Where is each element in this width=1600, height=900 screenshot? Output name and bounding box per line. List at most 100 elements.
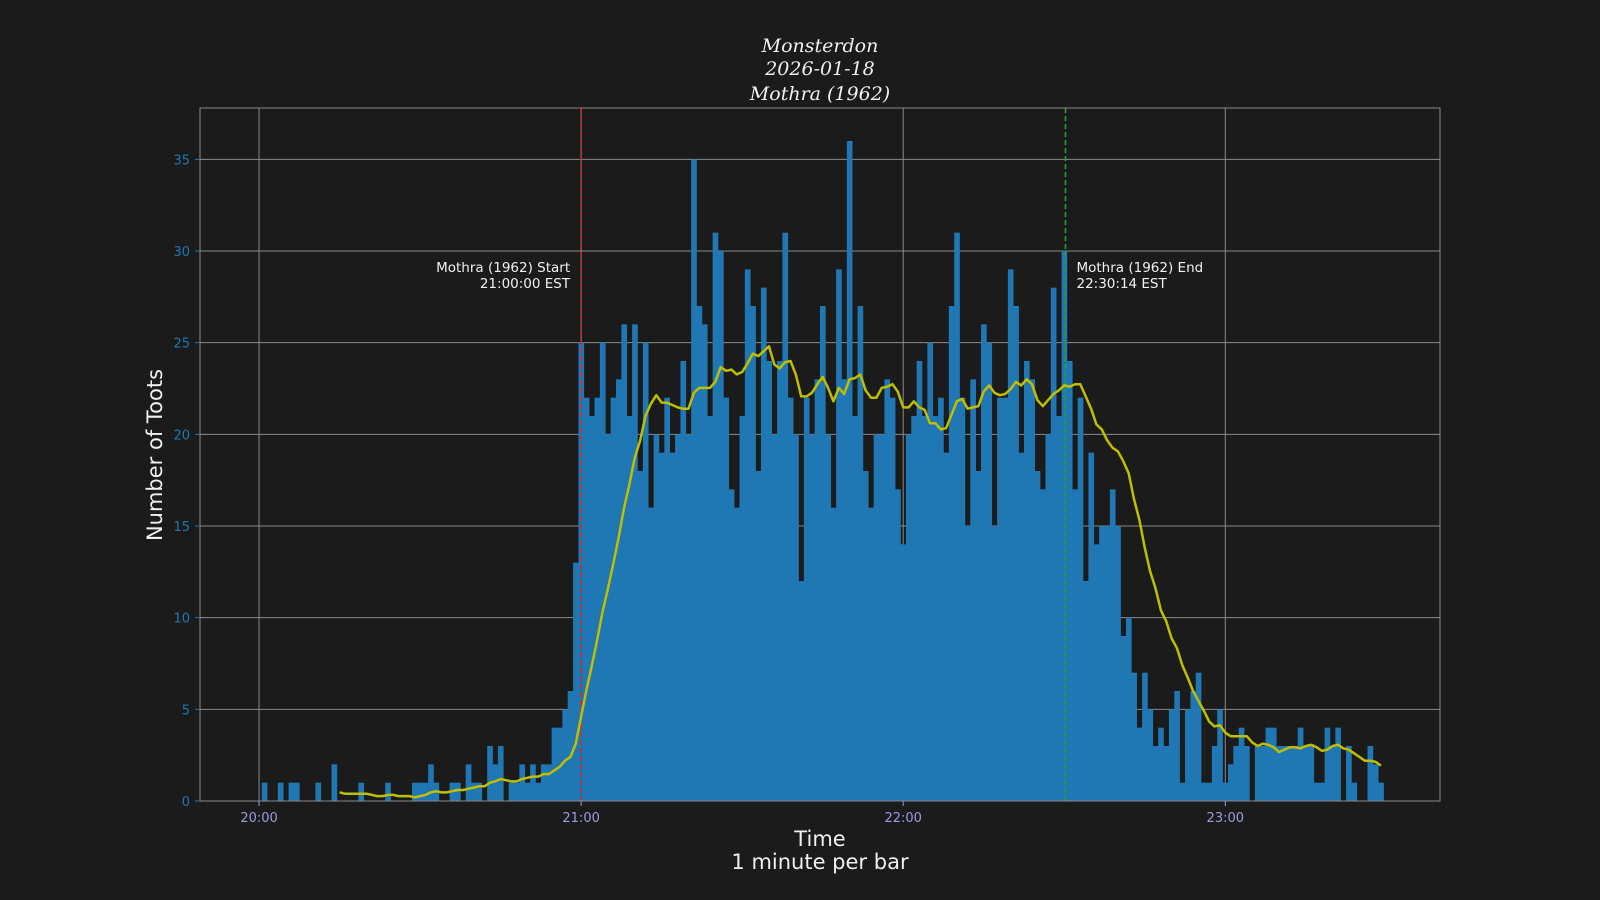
x-tick-label: 20:00 <box>240 811 277 826</box>
bar <box>1077 397 1084 801</box>
bar <box>803 397 810 801</box>
ticks: 0 5 10 15 20 25 30 35 20:00 21:00 22:00 23:00 <box>173 153 1244 826</box>
bar <box>964 526 971 801</box>
bar <box>1227 764 1234 801</box>
bar <box>546 764 552 801</box>
bar <box>1265 727 1272 801</box>
bar <box>605 434 611 801</box>
bar <box>857 306 864 801</box>
x-tick-label: 21:00 <box>562 811 599 826</box>
bar <box>1152 746 1159 801</box>
bar <box>583 397 590 801</box>
bar <box>921 416 928 801</box>
y-tick-label: 15 <box>173 520 190 535</box>
event-lines <box>580 108 1067 801</box>
bar <box>1061 251 1068 801</box>
bar <box>1270 727 1277 801</box>
bar <box>1083 581 1089 801</box>
x-axis-sublabel: 1 minute per bar <box>731 850 909 874</box>
chart-title-line-3: Mothra (1962) <box>749 83 890 105</box>
bar <box>1276 746 1282 801</box>
bar <box>658 452 665 801</box>
x-tick-label: 23:00 <box>1207 811 1244 826</box>
bar <box>1308 746 1315 801</box>
bar <box>739 416 746 801</box>
bar <box>959 397 966 801</box>
bar <box>895 489 901 801</box>
bar <box>723 397 730 801</box>
bar <box>986 342 993 801</box>
bar <box>841 379 848 801</box>
bar <box>696 306 703 801</box>
bar <box>428 764 434 801</box>
bar <box>288 782 295 801</box>
bar <box>943 452 950 801</box>
bar <box>782 232 789 801</box>
bar <box>1281 746 1288 801</box>
bar <box>1297 727 1304 801</box>
bar <box>1163 746 1170 801</box>
bar <box>524 782 531 801</box>
bar <box>1372 764 1379 801</box>
end-annotation-text: 22:30:14 EST <box>1076 276 1167 292</box>
y-tick-label: 30 <box>173 245 190 260</box>
bar <box>846 141 853 801</box>
bar <box>653 434 660 801</box>
bar <box>905 434 912 801</box>
bar <box>712 232 719 801</box>
bar <box>771 434 778 801</box>
bar <box>1211 746 1218 801</box>
bar <box>1023 361 1030 801</box>
y-tick-label: 20 <box>173 428 190 443</box>
bar <box>492 764 499 801</box>
bar <box>836 269 842 801</box>
bar <box>954 232 960 801</box>
bar <box>519 764 526 801</box>
bar <box>422 782 429 801</box>
bar <box>1217 709 1223 801</box>
bar <box>540 764 547 801</box>
bar <box>508 782 515 801</box>
bar <box>277 782 284 801</box>
bar <box>1029 379 1036 801</box>
bar <box>487 746 493 801</box>
bar <box>814 379 821 801</box>
bar <box>412 782 418 801</box>
start-annotation-text: Mothra (1962) Start <box>436 260 570 276</box>
bar <box>948 306 955 801</box>
y-tick-label: 35 <box>173 153 190 168</box>
bar <box>900 544 907 801</box>
bar <box>1346 746 1352 801</box>
bar <box>1142 672 1148 801</box>
bar <box>1287 746 1293 801</box>
bar <box>514 782 520 801</box>
bar <box>1174 691 1180 801</box>
bar <box>1066 361 1073 801</box>
bar <box>975 471 982 801</box>
bar <box>927 342 934 801</box>
bar <box>1329 746 1336 801</box>
bar <box>981 324 987 801</box>
bar <box>868 507 874 801</box>
rolling-mean <box>339 345 1382 799</box>
bar <box>707 416 713 801</box>
bar <box>642 342 649 801</box>
bar <box>750 306 756 801</box>
bar <box>551 727 558 801</box>
y-tick-label: 10 <box>173 612 190 627</box>
end-annotation-text: Mothra (1962) End <box>1076 260 1203 276</box>
bar <box>1013 306 1019 801</box>
bar <box>718 251 724 801</box>
bar <box>852 416 858 801</box>
rolling-mean-line <box>339 345 1382 799</box>
bar <box>293 782 300 801</box>
bar <box>1050 287 1057 802</box>
bar <box>1244 746 1250 801</box>
y-tick-label: 0 <box>182 795 190 810</box>
bar <box>760 287 767 802</box>
bar <box>997 397 1003 801</box>
bar <box>1324 727 1331 801</box>
bar <box>1179 782 1186 801</box>
bar <box>701 324 708 801</box>
bar <box>454 782 461 801</box>
